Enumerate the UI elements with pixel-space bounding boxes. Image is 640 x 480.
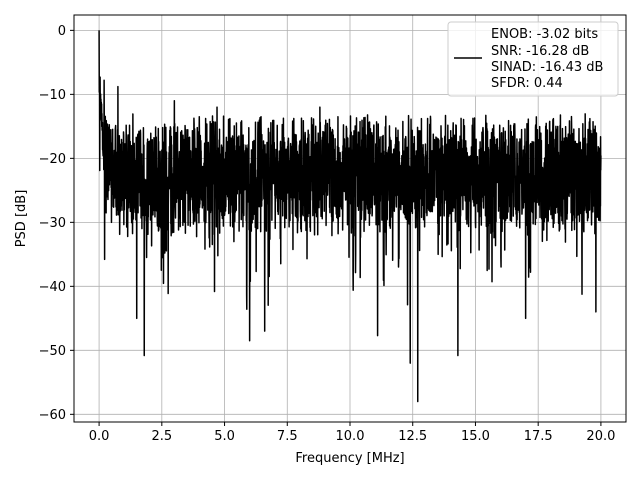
legend-line-sfdr: SFDR: 0.44 [491, 76, 563, 91]
x-tick-label: 17.5 [524, 429, 553, 444]
axis-ticks: 0.0 2.5 5.0 7.5 10.0 12.5 15.0 17.5 20.0 0 −10 −20 −… [39, 24, 616, 444]
x-tick-label: 12.5 [398, 429, 427, 444]
x-tick-label: 20.0 [586, 429, 615, 444]
x-tick-label: 5.0 [214, 429, 235, 444]
legend-line-sinad: SINAD: -16.43 dB [491, 60, 603, 75]
psd-series-line [98, 30, 602, 403]
x-tick-label: 10.0 [336, 429, 365, 444]
y-tick-label: −20 [39, 152, 66, 167]
y-tick-label: −10 [39, 88, 66, 103]
legend: ENOB: -3.02 bits SNR: -16.28 dB SINAD: -… [447, 21, 619, 97]
x-tick-label: 7.5 [277, 429, 298, 444]
legend-line-enob: ENOB: -3.02 bits [491, 27, 598, 42]
y-tick-label: −40 [39, 280, 66, 295]
y-tick-label: −60 [39, 408, 66, 423]
x-tick-label: 2.5 [151, 429, 172, 444]
legend-box [447, 21, 619, 97]
x-tick-label: 15.0 [461, 429, 490, 444]
y-axis-label: PSD [dB] [14, 190, 29, 248]
x-axis-label: Frequency [MHz] [295, 451, 404, 466]
legend-line-snr: SNR: -16.28 dB [491, 44, 589, 59]
x-tick-label: 0.0 [89, 429, 110, 444]
y-tick-label: −30 [39, 216, 66, 231]
series-area [98, 30, 602, 403]
y-tick-label: −50 [39, 344, 66, 359]
y-tick-label: 0 [58, 24, 66, 39]
